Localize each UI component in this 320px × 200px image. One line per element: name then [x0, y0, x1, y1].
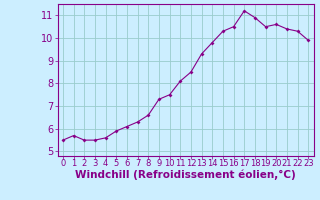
- X-axis label: Windchill (Refroidissement éolien,°C): Windchill (Refroidissement éolien,°C): [75, 169, 296, 180]
